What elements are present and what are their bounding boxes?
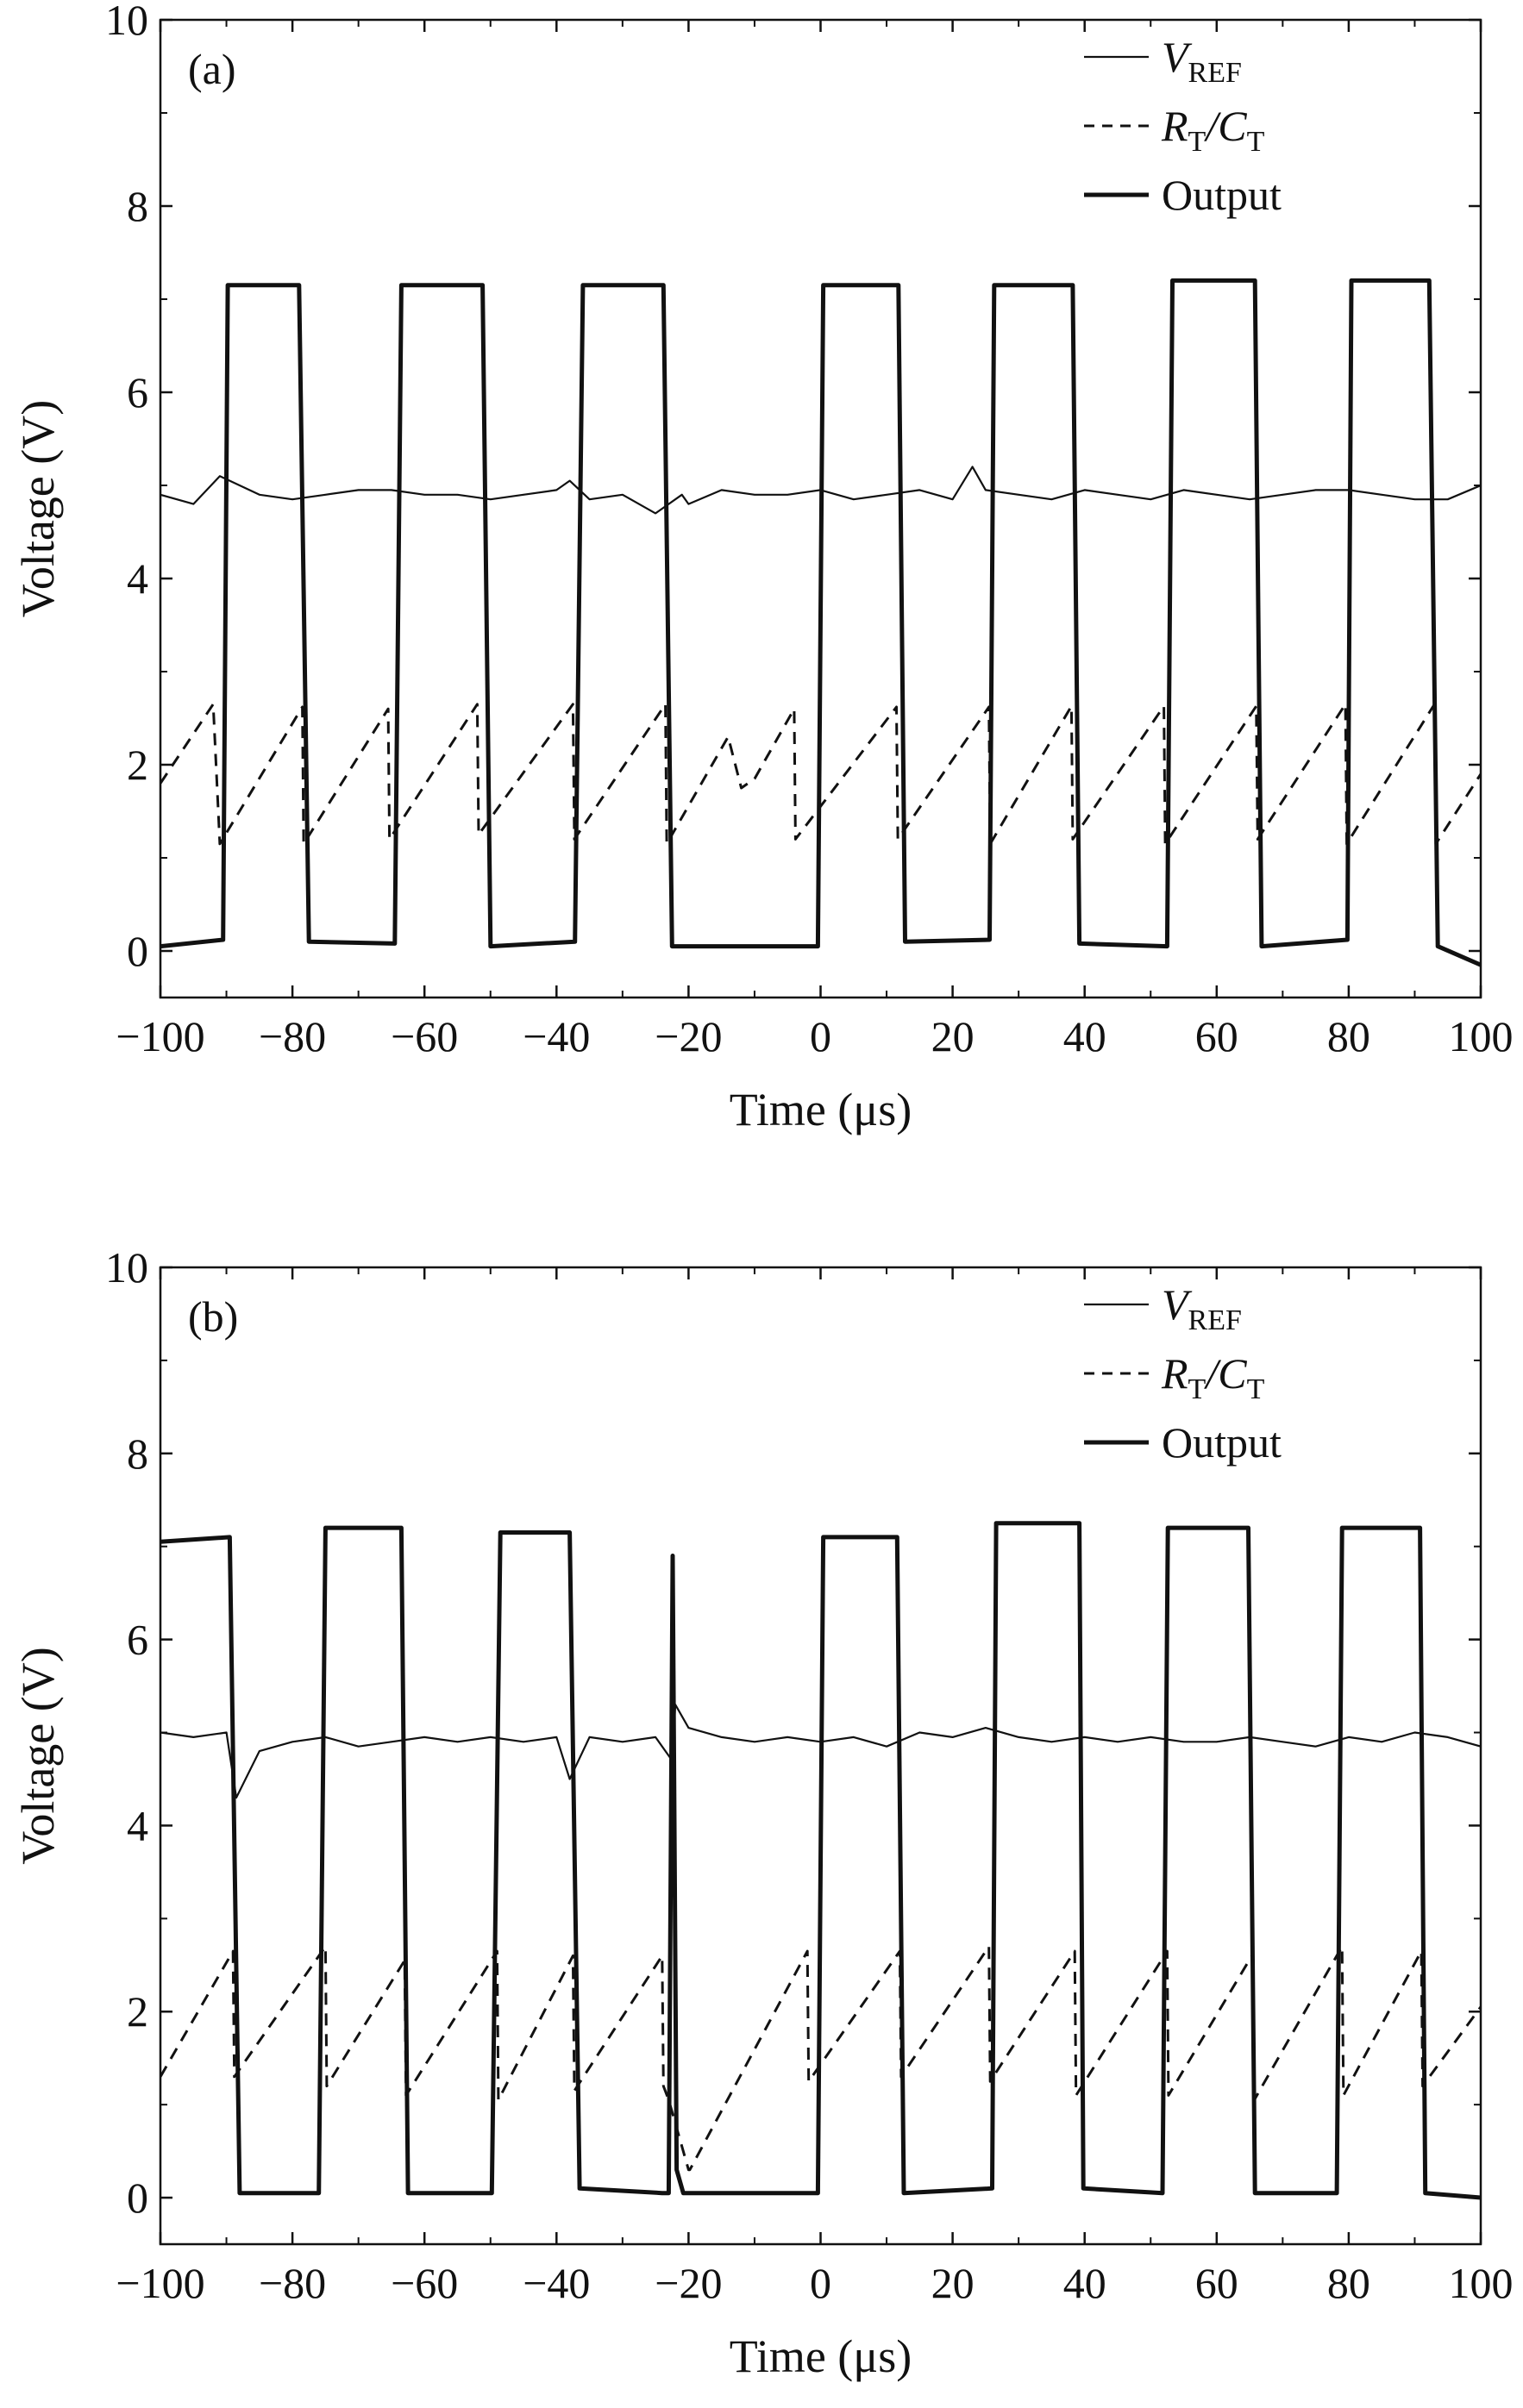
y-tick-label: 2: [127, 1987, 148, 2036]
x-tick-label: 0: [810, 1012, 831, 1060]
x-tick-label: −40: [523, 2259, 590, 2307]
legend-entry: Output: [1162, 1418, 1282, 1467]
y-tick-label: 0: [127, 927, 148, 975]
x-tick-label: 100: [1449, 1012, 1514, 1060]
x-tick-label: 20: [931, 1012, 975, 1060]
legend: VREF RT/CT Output: [1084, 1280, 1282, 1467]
y-axis-title: Voltage (V): [12, 400, 64, 617]
y-tick-label: 2: [127, 741, 148, 789]
y-tick-label: 8: [127, 1429, 148, 1478]
y-tick-label: 8: [127, 182, 148, 230]
y-tick-label: 0: [127, 2173, 148, 2222]
series-line-rtct: [160, 703, 1481, 846]
y-tick-label: 6: [127, 1616, 148, 1664]
legend-entry: Output: [1162, 171, 1282, 219]
x-tick-label: 60: [1195, 1012, 1238, 1060]
y-tick-label: 10: [105, 0, 148, 44]
x-tick-label: 80: [1327, 1012, 1370, 1060]
y-tick-label: 4: [127, 554, 148, 603]
x-tick-label: −60: [391, 2259, 458, 2307]
legend-entry: RT/CT: [1161, 1349, 1265, 1405]
legend-entry: RT/CT: [1161, 102, 1265, 158]
x-tick-label: 60: [1195, 2259, 1238, 2307]
panel-label: (b): [188, 1292, 238, 1341]
x-tick-label: 20: [931, 2259, 975, 2307]
x-axis-title: Time (μs): [730, 1084, 912, 1135]
x-tick-label: −60: [391, 1012, 458, 1060]
y-axis-title: Voltage (V): [12, 1647, 64, 1864]
x-tick-label: −40: [523, 1012, 590, 1060]
series-line-rtct: [160, 1945, 1481, 2172]
x-axis-title: Time (μs): [730, 2330, 912, 2382]
series-line-output: [160, 1521, 1481, 2200]
x-tick-label: −100: [116, 1012, 204, 1060]
x-tick-label: −80: [259, 1012, 326, 1060]
series-line-vref: [160, 466, 1481, 515]
chart-panel-b: −100 −80 −60 −40 −20 0 20 40 60 80 100 0 2 4 6 8 10 Time …: [12, 1243, 1514, 2382]
x-tick-label: −80: [259, 2259, 326, 2307]
legend: VREF RT/CT Output: [1084, 33, 1282, 219]
x-tick-label: −100: [116, 2259, 204, 2307]
panel-label: (a): [188, 45, 236, 93]
series-line-output: [160, 278, 1481, 967]
y-tick-label: 4: [127, 1801, 148, 1849]
legend-entry: VREF: [1162, 33, 1242, 89]
x-tick-label: 40: [1063, 1012, 1106, 1060]
y-tick-label: 6: [127, 368, 148, 416]
x-tick-label: 40: [1063, 2259, 1106, 2307]
series-line-vref: [160, 1704, 1481, 1799]
x-tick-label: −20: [655, 1012, 722, 1060]
legend-entry: VREF: [1162, 1280, 1242, 1336]
x-tick-label: 0: [810, 2259, 831, 2307]
y-tick-label: 10: [105, 1243, 148, 1292]
x-tick-label: 100: [1449, 2259, 1514, 2307]
x-tick-label: 80: [1327, 2259, 1370, 2307]
x-tick-label: −20: [655, 2259, 722, 2307]
chart-panel-a: −100 −80 −60 −40 −20 0 20 40 60 80 100 0 2 4 6 8 10 Time …: [12, 0, 1514, 1135]
